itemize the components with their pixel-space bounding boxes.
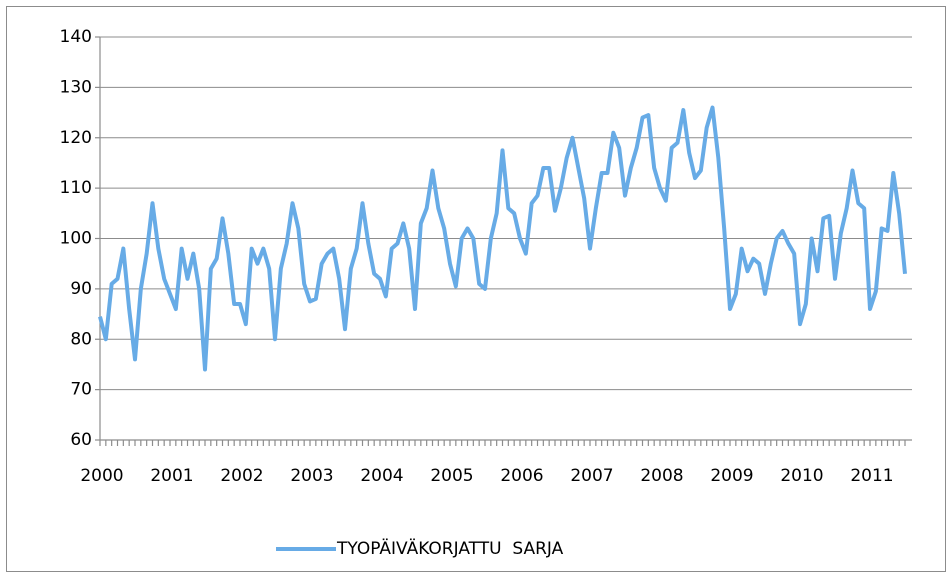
x-tick-label: 2011 [850,466,893,486]
x-tick-label: 2002 [220,466,263,486]
y-tick-label: 60 [70,430,92,450]
x-tick-label: 2007 [570,466,613,486]
y-tick-label: 110 [60,178,92,198]
x-tick-label: 2001 [150,466,193,486]
x-tick-label: 2008 [640,466,683,486]
data-line [98,105,907,372]
legend-label: TYOPÄIVÄKORJATTU SARJA [336,538,564,559]
x-tick-label: 2003 [290,466,333,486]
x-tick-label: 2004 [360,466,403,486]
y-tick-label: 130 [60,77,92,97]
x-tick-label: 2000 [80,466,123,486]
y-tick-label: 90 [70,279,92,299]
y-tick-label: 70 [70,380,92,400]
y-tick-label: 120 [60,128,92,148]
y-tick-label: 140 [60,27,92,47]
y-tick-label: 80 [70,329,92,349]
y-tick-label: 100 [60,229,92,249]
x-tick-label: 2006 [500,466,543,486]
x-tick-label: 2010 [780,466,823,486]
x-tick-label: 2005 [430,466,473,486]
x-tick-label: 2009 [710,466,753,486]
